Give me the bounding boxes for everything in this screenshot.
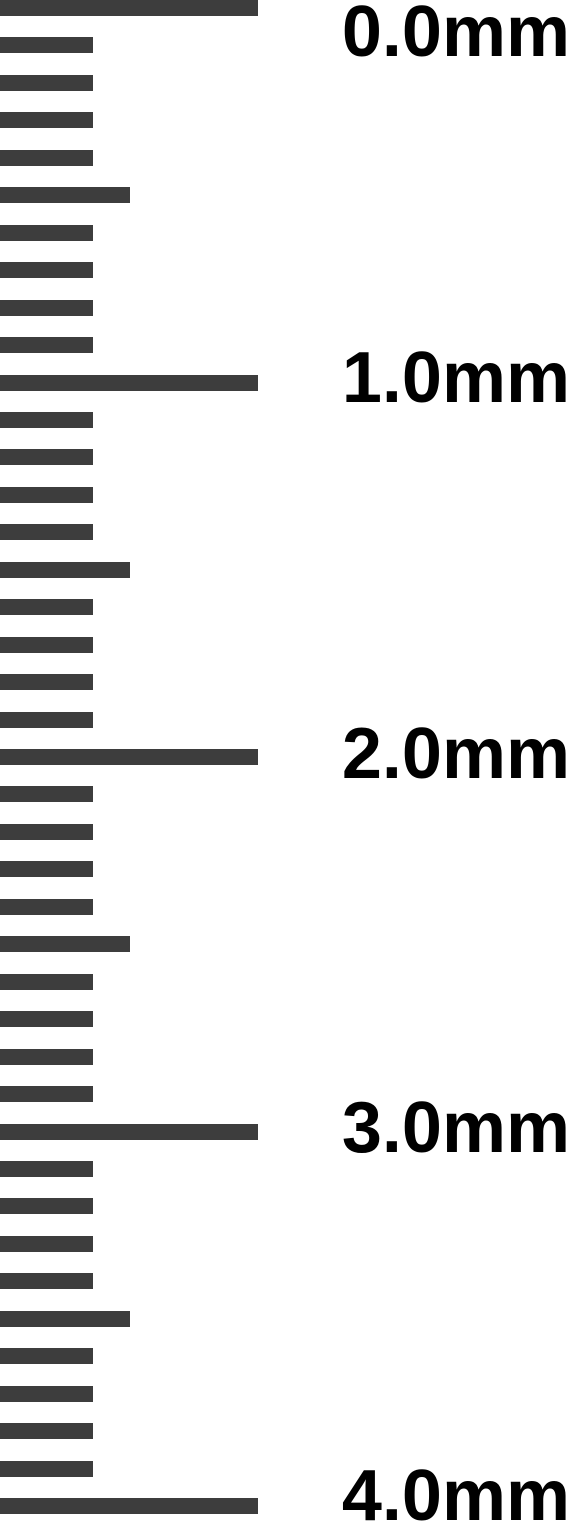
tick-minor bbox=[0, 149, 93, 166]
tick-half bbox=[0, 561, 130, 578]
tick-minor bbox=[0, 1385, 93, 1402]
tick-half bbox=[0, 936, 130, 953]
tick-minor bbox=[0, 711, 93, 728]
scale-label: 1.0mm bbox=[341, 338, 570, 418]
tick-major bbox=[0, 0, 258, 16]
scale-label: 4.0mm bbox=[341, 1456, 570, 1536]
tick-minor bbox=[0, 1048, 93, 1065]
tick-minor bbox=[0, 299, 93, 316]
tick-half bbox=[0, 1310, 130, 1327]
tick-minor bbox=[0, 524, 93, 541]
tick-minor bbox=[0, 1235, 93, 1252]
tick-minor bbox=[0, 1460, 93, 1477]
tick-minor bbox=[0, 449, 93, 466]
tick-minor bbox=[0, 262, 93, 279]
tick-major bbox=[0, 749, 258, 765]
tick-minor bbox=[0, 74, 93, 91]
tick-minor bbox=[0, 486, 93, 503]
scale-label: 2.0mm bbox=[341, 714, 570, 794]
scale-label: 0.0mm bbox=[341, 0, 570, 72]
tick-half bbox=[0, 187, 130, 204]
tick-minor bbox=[0, 599, 93, 616]
tick-minor bbox=[0, 1348, 93, 1365]
tick-minor bbox=[0, 898, 93, 915]
tick-minor bbox=[0, 37, 93, 54]
tick-minor bbox=[0, 1086, 93, 1103]
tick-minor bbox=[0, 674, 93, 691]
tick-minor bbox=[0, 786, 93, 803]
tick-major bbox=[0, 374, 258, 391]
tick-major bbox=[0, 1123, 258, 1140]
tick-minor bbox=[0, 337, 93, 354]
tick-minor bbox=[0, 636, 93, 653]
tick-minor bbox=[0, 823, 93, 840]
tick-minor bbox=[0, 1423, 93, 1440]
tick-minor bbox=[0, 112, 93, 129]
tick-minor bbox=[0, 973, 93, 990]
tick-minor bbox=[0, 1160, 93, 1177]
tick-minor bbox=[0, 411, 93, 428]
tick-major bbox=[0, 1498, 258, 1514]
tick-minor bbox=[0, 1273, 93, 1290]
tick-minor bbox=[0, 861, 93, 878]
tick-minor bbox=[0, 1011, 93, 1028]
tick-minor bbox=[0, 224, 93, 241]
scale-label: 3.0mm bbox=[341, 1088, 570, 1168]
tick-minor bbox=[0, 1198, 93, 1215]
